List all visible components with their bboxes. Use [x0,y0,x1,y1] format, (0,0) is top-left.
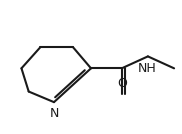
Text: NH: NH [138,62,156,75]
Text: O: O [117,77,127,90]
Text: N: N [49,107,59,120]
